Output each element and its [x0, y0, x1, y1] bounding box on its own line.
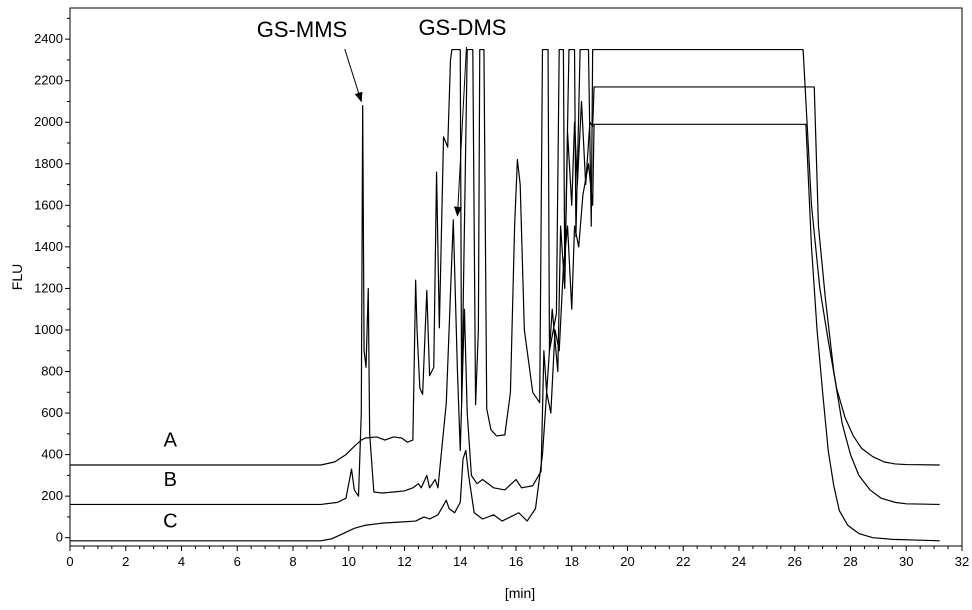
y-tick-label: 0	[56, 530, 63, 545]
trace-label-b: B	[164, 469, 177, 491]
y-tick-label: 1800	[34, 156, 63, 171]
y-tick-label: 2200	[34, 73, 63, 88]
x-tick-label: 26	[788, 554, 802, 569]
annotation-arrow	[453, 46, 467, 217]
x-tick-label: 28	[843, 554, 857, 569]
annotation-layer: GS-MMS GS-DMS ABC	[163, 15, 506, 532]
y-tick-label: 800	[41, 364, 63, 379]
x-tick-label: 22	[676, 554, 690, 569]
y-axis: 0 200 400 600 800 1000 1200 1400 1600 1800 2000 220…	[34, 17, 70, 545]
x-tick-label: 4	[178, 554, 185, 569]
y-tick-label: 200	[41, 488, 63, 503]
x-tick-label: 2	[122, 554, 129, 569]
x-tick-label: 18	[565, 554, 579, 569]
x-tick-label: 16	[509, 554, 523, 569]
y-tick-label: 1000	[34, 322, 63, 337]
y-tick-label: 1400	[34, 239, 63, 254]
x-tick-label: 12	[397, 554, 411, 569]
y-axis-label: FLU	[9, 264, 25, 290]
peak-annotation-0: GS-MMS	[257, 17, 347, 42]
x-tick-label: 6	[234, 554, 241, 569]
x-tick-label: 30	[899, 554, 913, 569]
y-tick-label: 2000	[34, 114, 63, 129]
x-tick-label: 32	[955, 554, 969, 569]
series-line-b	[70, 86, 940, 506]
x-axis: 0 2 4 6 8 10 12 14 16 18 20 22 24 26 28 30 32	[66, 546, 969, 569]
y-tick-label: 1600	[34, 197, 63, 212]
y-tick-label: 2400	[34, 31, 63, 46]
y-tick-label: 1200	[34, 280, 63, 295]
peak-annotation-1: GS-DMS	[418, 15, 506, 40]
x-tick-label: 0	[66, 554, 73, 569]
y-tick-label: 400	[41, 447, 63, 462]
x-tick-label: 20	[620, 554, 634, 569]
trace-label-c: C	[163, 510, 177, 532]
trace-label-a: A	[164, 429, 178, 451]
x-tick-label: 8	[289, 554, 296, 569]
series-line-a	[70, 48, 940, 466]
x-tick-label: 24	[732, 554, 746, 569]
x-tick-label: 10	[342, 554, 356, 569]
series-layer	[70, 48, 940, 542]
annotation-arrow	[344, 48, 363, 103]
series-line-c	[70, 123, 940, 542]
x-tick-label: 14	[453, 554, 467, 569]
y-tick-label: 600	[41, 405, 63, 420]
x-axis-label: [min]	[505, 585, 535, 601]
